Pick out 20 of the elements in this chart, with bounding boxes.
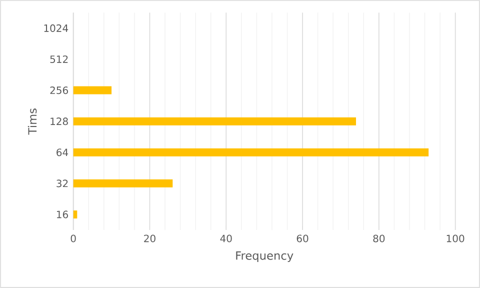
y-tick-label: 512 [50,55,68,64]
y-tick-label: 16 [57,210,68,218]
bar [73,117,356,126]
bar [73,179,173,188]
y-tick-label: 64 [56,148,68,156]
x-tick-label: 0 [70,234,76,242]
x-tick-label: 20 [144,234,156,242]
y-axis-title: Tims [28,108,37,135]
x-tick-label: 40 [220,234,232,242]
bar [73,148,429,156]
bar [73,86,112,94]
y-tick-label: 128 [50,118,68,126]
y-tick-label: 1024 [44,24,68,32]
x-tick-label: 100 [446,234,464,242]
x-axis-title: Frequency [236,251,294,262]
x-tick-label: 80 [373,234,385,242]
y-tick-label: 256 [50,86,68,94]
x-tick-label: 60 [296,234,308,242]
y-tick-label: 32 [56,180,68,188]
bar [73,210,78,218]
